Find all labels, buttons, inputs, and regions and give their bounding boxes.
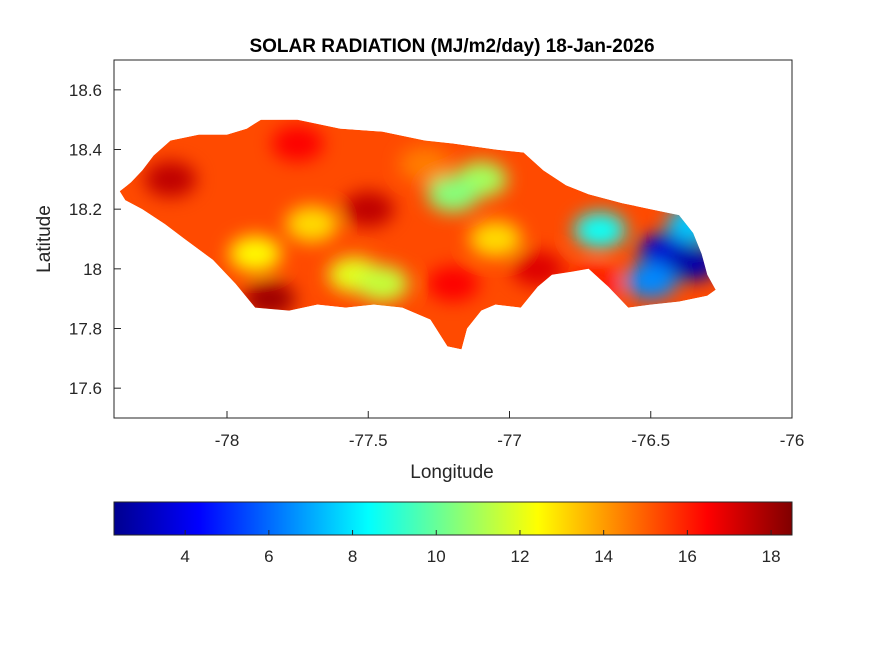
x-axis-ticks: -78 -77.5 -77 -76.5 -76 [215, 411, 805, 450]
radiation-cell [624, 262, 677, 299]
colorbar-ticks: 4 6 8 10 12 14 16 18 [180, 530, 781, 566]
colorbar-tick-label: 14 [594, 547, 613, 566]
y-tick-label: 18.6 [69, 81, 102, 100]
radiation-cell [573, 212, 626, 249]
colorbar-tick-label: 10 [427, 547, 446, 566]
colorbar [113, 501, 793, 536]
x-tick-label: -78 [215, 431, 240, 450]
colorbar-tick-label: 6 [264, 547, 273, 566]
radiation-cell [469, 221, 522, 257]
radiation-cell [271, 125, 324, 162]
x-tick-label: -77.5 [349, 431, 388, 450]
colorbar-tick-label: 8 [348, 547, 357, 566]
radiation-cell [342, 191, 395, 228]
x-tick-label: -76 [780, 431, 805, 450]
colorbar-tick-label: 18 [762, 547, 781, 566]
y-tick-label: 17.6 [69, 379, 102, 398]
y-tick-label: 18 [83, 260, 102, 279]
radiation-cell [398, 146, 451, 183]
x-tick-label: -77 [497, 431, 522, 450]
colorbar-tick-label: 16 [678, 547, 697, 566]
radiation-cell [144, 161, 197, 198]
radiation-cell [229, 235, 282, 272]
x-axis-label: Longitude [410, 462, 493, 483]
radiation-cell [243, 280, 296, 317]
y-tick-label: 18.2 [69, 200, 102, 219]
colorbar-tick-label: 12 [511, 547, 530, 566]
y-tick-label: 18.4 [69, 141, 102, 160]
y-axis-label: Latitude [34, 205, 55, 273]
colorbar-tick-label: 4 [180, 547, 189, 566]
y-tick-label: 17.8 [69, 320, 102, 339]
radiation-cell [427, 265, 479, 302]
radiation-cell [285, 206, 338, 243]
radiation-cell [356, 265, 409, 302]
figure-title: SOLAR RADIATION (MJ/m2/day) 18-Jan-2026 [249, 36, 654, 57]
x-tick-label: -76.5 [631, 431, 670, 450]
y-axis-ticks: 17.6 17.8 18 18.2 18.4 18.6 [69, 81, 121, 398]
radiation-cell [427, 176, 479, 213]
